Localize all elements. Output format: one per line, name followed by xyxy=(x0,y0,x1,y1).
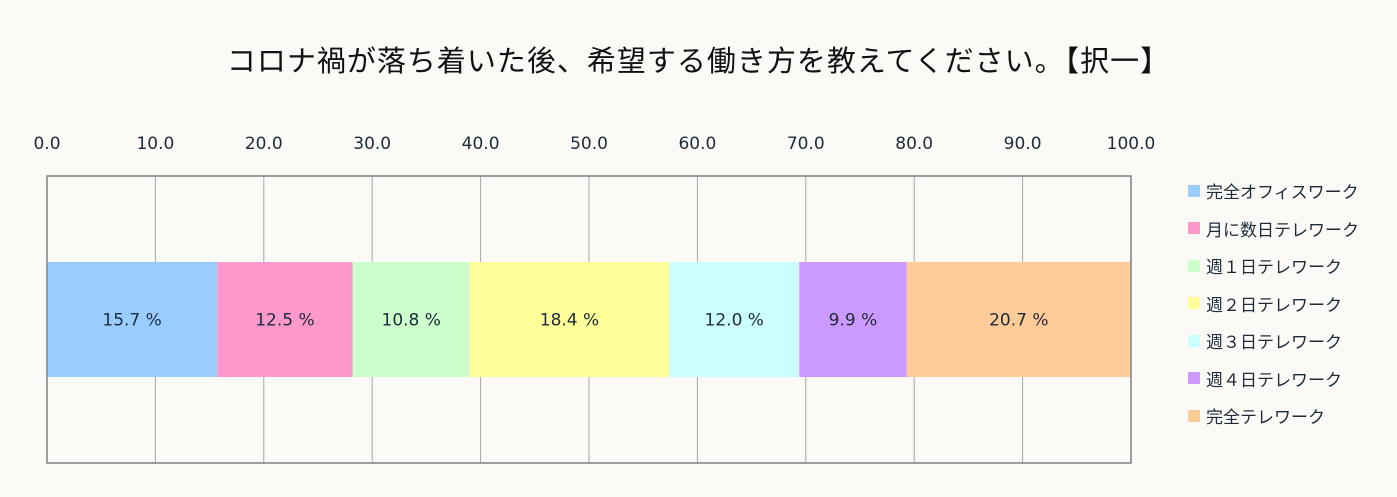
data-label: 12.5 % xyxy=(255,311,314,331)
legend-label: 週３日テレワーク xyxy=(1206,333,1342,354)
bar-segment xyxy=(217,262,353,377)
legend-label: 週２日テレワーク xyxy=(1206,295,1342,316)
legend-swatch xyxy=(1188,334,1200,347)
x-tick-label: 60.0 xyxy=(678,134,716,154)
chart-title: コロナ禍が落ち着いた後、希望する働き方を教えてください。【択一】 xyxy=(226,44,1171,78)
data-label: 12.0 % xyxy=(705,311,764,331)
data-label: 20.7 % xyxy=(989,311,1048,331)
x-tick-label: 10.0 xyxy=(136,134,174,154)
x-tick-label: 80.0 xyxy=(895,134,933,154)
bar-segment xyxy=(799,262,907,377)
legend-label: 月に数日テレワーク xyxy=(1206,220,1359,241)
bar-segment xyxy=(906,262,1131,377)
legend-label: 週１日テレワーク xyxy=(1206,258,1342,279)
legend-swatch xyxy=(1188,409,1200,422)
legend-label: 週４日テレワーク xyxy=(1206,370,1342,391)
x-tick-label: 50.0 xyxy=(570,134,608,154)
bar-segment xyxy=(352,262,470,377)
legend-swatch xyxy=(1188,297,1200,310)
legend-label: 完全オフィスワーク xyxy=(1206,183,1359,204)
legend: 完全オフィスワーク 月に数日テレワーク 週１日テレワーク 週２日テレワーク 週３日テレワ… xyxy=(1188,172,1359,435)
legend-item: 完全テレワーク xyxy=(1188,397,1359,435)
x-tick-label: 20.0 xyxy=(245,134,283,154)
x-tick-label: 70.0 xyxy=(787,134,825,154)
legend-item: 週４日テレワーク xyxy=(1188,360,1359,398)
x-tick-label: 30.0 xyxy=(353,134,391,154)
plot-border xyxy=(46,175,1132,464)
data-label: 15.7 % xyxy=(102,311,161,331)
data-label: 18.4 % xyxy=(540,311,599,331)
legend-swatch xyxy=(1188,372,1200,385)
legend-item: 完全オフィスワーク xyxy=(1188,172,1359,210)
legend-swatch xyxy=(1188,184,1200,197)
bar-segment xyxy=(469,262,670,377)
legend-swatch xyxy=(1188,259,1200,272)
legend-item: 週３日テレワーク xyxy=(1188,322,1359,360)
x-tick-label: 40.0 xyxy=(462,134,500,154)
data-label: 9.9 % xyxy=(829,311,878,331)
bar-segment xyxy=(669,262,800,377)
legend-item: 月に数日テレワーク xyxy=(1188,210,1359,248)
legend-item: 週１日テレワーク xyxy=(1188,247,1359,285)
x-tick-label: 100.0 xyxy=(1107,134,1156,154)
legend-swatch xyxy=(1188,222,1200,235)
data-label: 10.8 % xyxy=(382,311,441,331)
x-tick-label: 90.0 xyxy=(1004,134,1042,154)
x-tick-label: 0.0 xyxy=(33,134,60,154)
bar-segment xyxy=(47,262,218,377)
legend-item: 週２日テレワーク xyxy=(1188,285,1359,323)
legend-label: 完全テレワーク xyxy=(1206,408,1325,429)
